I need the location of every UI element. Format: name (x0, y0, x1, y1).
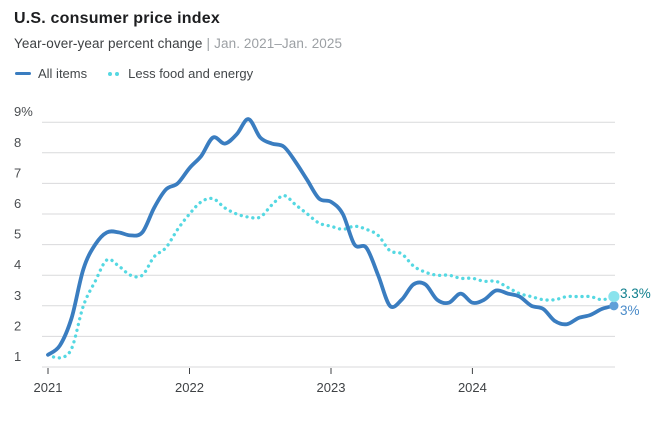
all-items-line-swatch (15, 71, 31, 76)
legend-item-less-food-energy: Less food and energy (108, 66, 253, 81)
series-layer (46, 117, 620, 360)
x-axis-tick-label: 2024 (458, 380, 487, 395)
all-items-end-value-label: 3% (620, 303, 640, 318)
x-axis-tick-label: 2021 (34, 380, 63, 395)
y-axis-tick-label: 7 (14, 165, 21, 180)
less-food-energy-end-dot (608, 291, 620, 303)
subtitle-measure: Year-over-year percent change (14, 36, 203, 51)
axis-layer: 1 2 3 4 5 6 7 8 9% 2021 2022 2023 2024 (14, 104, 487, 395)
subtitle-separator: | (206, 36, 211, 51)
legend-label-all-items: All items (38, 66, 88, 81)
y-axis-tick-label: 5 (14, 227, 21, 242)
x-axis-tick-label: 2022 (175, 380, 204, 395)
legend-label-less-food-energy: Less food and energy (128, 66, 254, 81)
chart-legend: All items Less food and energy (15, 66, 253, 81)
y-axis-tick-label: 2 (14, 318, 21, 333)
all-items-end-dot (609, 301, 619, 311)
y-axis-tick-label: 4 (14, 257, 21, 272)
x-axis-tick-label: 2023 (317, 380, 346, 395)
less-food-energy-dots-swatch (108, 71, 120, 76)
chart-title: U.S. consumer price index (14, 10, 220, 27)
grid-layer (42, 121, 615, 368)
y-axis-tick-label: 3 (14, 288, 21, 303)
y-axis-tick-label: 8 (14, 135, 21, 150)
chart-subtitle: Year-over-year percent change | Jan. 2021–… (14, 36, 342, 51)
less-food-energy-line (46, 193, 616, 360)
y-axis-tick-label: 1 (14, 349, 21, 364)
subtitle-date-range: Jan. 2021–Jan. 2025 (214, 36, 343, 51)
legend-item-all-items: All items (15, 66, 87, 81)
y-axis-tick-label: 6 (14, 196, 21, 211)
less-food-energy-end-value-label: 3.3% (620, 286, 651, 301)
all-items-line (46, 117, 616, 357)
y-axis-tick-label: 9% (14, 104, 33, 119)
